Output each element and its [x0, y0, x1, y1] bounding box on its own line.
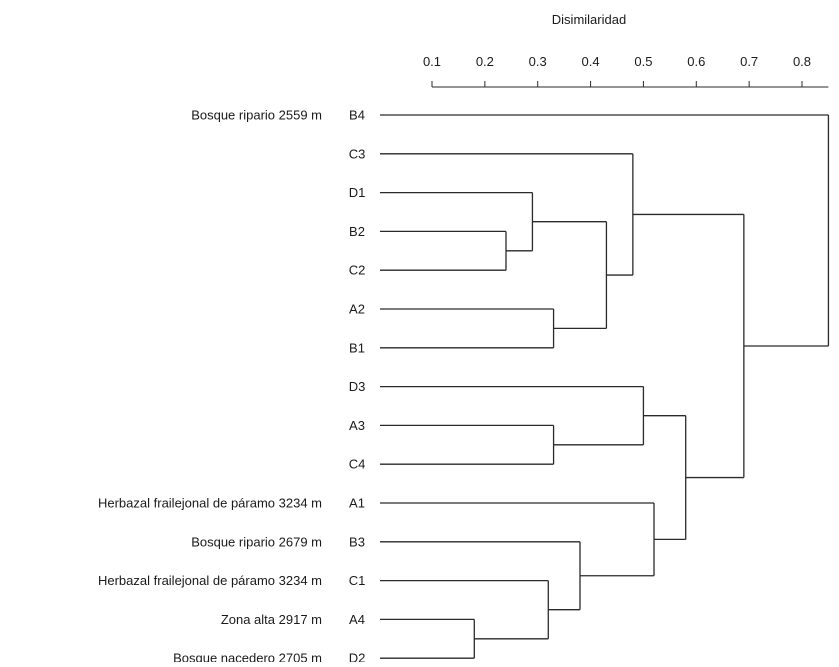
- group-label: Herbazal frailejonal de páramo 3234 m: [98, 573, 322, 588]
- x-tick-label: 0.5: [634, 54, 652, 69]
- leaf-label: C2: [349, 263, 366, 278]
- group-label: Herbazal frailejonal de páramo 3234 m: [98, 496, 322, 511]
- x-axis-title: Disimilaridad: [552, 12, 626, 27]
- leaf-label: A4: [349, 612, 365, 627]
- leaf-label: A2: [349, 302, 365, 317]
- x-tick-label: 0.8: [793, 54, 811, 69]
- leaf-label: C3: [349, 146, 366, 161]
- leaf-label: A1: [349, 496, 365, 511]
- x-tick-label: 0.7: [740, 54, 758, 69]
- leaf-label: B4: [349, 108, 365, 123]
- leaf-label: A3: [349, 418, 365, 433]
- group-labels: Bosque ripario 2559 m Herbazal frailejona…: [98, 108, 322, 666]
- leaf-label: B1: [349, 340, 365, 355]
- leaf-label: D1: [349, 185, 366, 200]
- x-tick-label: 0.6: [687, 54, 705, 69]
- group-label: Bosque ripario 2559 m: [191, 108, 322, 123]
- leaf-label: C4: [349, 457, 366, 472]
- leaf-label: B2: [349, 224, 365, 239]
- x-tick-label: 0.2: [476, 54, 494, 69]
- leaf-label: D3: [349, 379, 366, 394]
- leaf-label: B3: [349, 534, 365, 549]
- leaf-label: C1: [349, 573, 366, 588]
- leaf-labels: B4 C3 D1 B2 C2 A2 B1 D3 A3 C4 A1 B3 C1 A4 D2: [349, 108, 366, 666]
- x-tick-label: 0.3: [529, 54, 547, 69]
- dendrogram-links: [380, 114, 830, 659]
- group-label: Bosque nacedero 2705 m: [173, 651, 322, 662]
- group-label: Bosque ripario 2679 m: [191, 534, 322, 549]
- x-tick-label: 0.4: [582, 54, 600, 69]
- x-tick-label: 0.1: [423, 54, 441, 69]
- group-label: Zona alta 2917 m: [221, 612, 322, 627]
- x-axis: 0.1 0.2 0.3 0.4 0.5 0.6 0.7 0.8: [423, 54, 829, 88]
- leaf-label: D2: [349, 651, 366, 662]
